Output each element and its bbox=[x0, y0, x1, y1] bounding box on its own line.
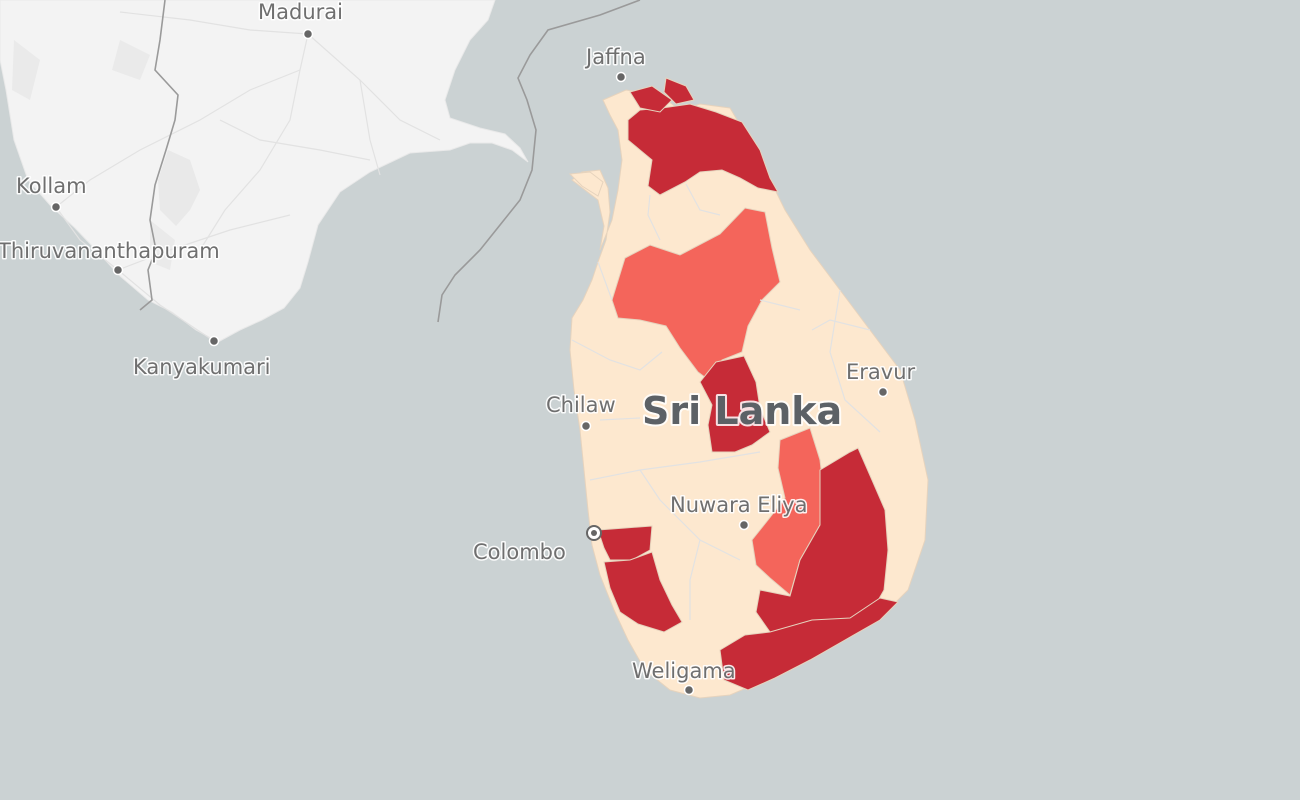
map-labels: Madurai Kollam Thiruvananthapuram Kanyak… bbox=[0, 0, 917, 685]
madurai-label: Madurai bbox=[258, 0, 343, 24]
jaffna-dot[interactable] bbox=[615, 71, 627, 83]
district-jaffna[interactable] bbox=[627, 103, 779, 196]
jaffna-label: Jaffna bbox=[584, 45, 646, 69]
eravur-label: Eravur bbox=[846, 360, 916, 384]
district-boundaries bbox=[571, 183, 881, 620]
kanyakumari-dot[interactable] bbox=[208, 335, 220, 347]
district-mannar-island[interactable] bbox=[568, 171, 604, 197]
district-matale[interactable] bbox=[699, 355, 771, 453]
kollam-dot[interactable] bbox=[50, 201, 62, 213]
chilaw-label: Chilaw bbox=[546, 393, 616, 417]
district-badulla[interactable] bbox=[751, 427, 825, 596]
weligama-label: Weligama bbox=[632, 659, 736, 683]
maritime-boundary-line bbox=[437, 0, 641, 323]
district-jaffna-islet[interactable] bbox=[663, 77, 695, 105]
nuwara-eliya-label: Nuwara Eliya bbox=[670, 493, 807, 517]
weligama-dot[interactable] bbox=[683, 684, 695, 696]
country-label-sri-lanka: Sri Lanka bbox=[642, 389, 842, 433]
colombo-label: Colombo bbox=[473, 540, 566, 564]
sri-lanka-choropleth bbox=[568, 77, 929, 699]
india-landmass bbox=[0, 0, 529, 343]
district-hambantota[interactable] bbox=[719, 597, 899, 691]
district-jaffna-peninsula[interactable] bbox=[629, 85, 673, 113]
district-colombo[interactable] bbox=[597, 525, 653, 561]
chilaw-dot[interactable] bbox=[580, 420, 592, 432]
madurai-dot[interactable] bbox=[302, 28, 314, 40]
thiruvananthapuram-label: Thiruvananthapuram bbox=[0, 239, 220, 263]
kollam-label: Kollam bbox=[16, 174, 87, 198]
nuwara-eliya-dot[interactable] bbox=[738, 519, 750, 531]
kanyakumari-label: Kanyakumari bbox=[133, 355, 271, 379]
district-anuradhapura[interactable] bbox=[611, 207, 781, 385]
colombo-capital-dot bbox=[591, 530, 597, 536]
eravur-dot[interactable] bbox=[877, 386, 889, 398]
city-markers bbox=[50, 28, 889, 696]
thiruvananthapuram-dot[interactable] bbox=[112, 264, 124, 276]
district-kalutara[interactable] bbox=[603, 551, 683, 633]
